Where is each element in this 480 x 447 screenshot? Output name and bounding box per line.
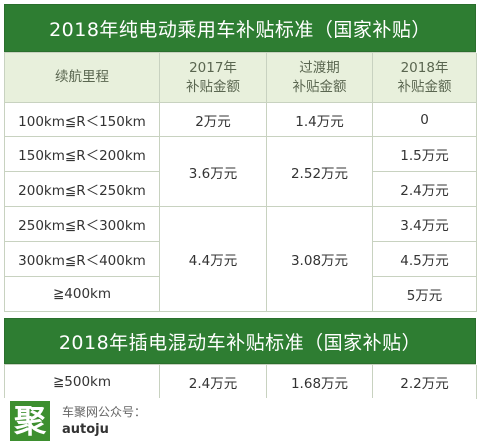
row6-range: ≧400km (5, 277, 160, 312)
row2-range: 150km≦R＜200km (5, 137, 160, 172)
footer-label: 车聚网公众号： (62, 404, 147, 419)
footer-text: 车聚网公众号： autoju (62, 404, 146, 438)
header-2017-line1: 2017年 (189, 59, 237, 76)
row3-2018: 2.4万元 (373, 172, 477, 207)
row2-3-2017: 3.6万元 (160, 137, 267, 207)
header-transition-line1: 过渡期 (299, 59, 340, 76)
phev-subsidy-table: ≧500km 2.4万元 1.68万元 2.2万元 (4, 364, 477, 399)
row4-2018: 3.4万元 (373, 207, 477, 242)
header-transition: 过渡期 补贴金额 (267, 53, 373, 103)
header-2017-line2: 补贴金额 (186, 78, 240, 95)
row3-range: 200km≦R＜250km (5, 172, 160, 207)
footer-watermark: 聚 车聚网公众号： autoju (4, 398, 476, 443)
row1-2017: 2万元 (160, 103, 267, 137)
header-range: 续航里程 (5, 53, 160, 103)
autoju-logo: 聚 (10, 400, 50, 441)
header-2018-line1: 2018年 (400, 59, 449, 76)
row1-transition: 1.4万元 (267, 103, 373, 137)
phev-2018: 2.2万元 (373, 365, 477, 399)
phev-transition: 1.68万元 (267, 365, 373, 399)
row1-2018: 0 (373, 103, 477, 137)
row2-2018: 1.5万元 (373, 137, 477, 172)
footer-handle: autoju (62, 421, 109, 437)
row6-2018: 5万元 (373, 277, 477, 312)
row2-3-transition: 2.52万元 (267, 137, 373, 207)
row5-range: 300km≦R＜400km (5, 242, 160, 277)
row4-6-2017: 4.4万元 (160, 207, 267, 312)
phev-title-banner: 2018年插电混动车补贴标准（国家补贴） (4, 318, 476, 364)
row4-range: 250km≦R＜300km (5, 207, 160, 242)
header-2017: 2017年 补贴金额 (160, 53, 267, 103)
phev-range: ≧500km (5, 365, 160, 399)
header-2018: 2018年 补贴金额 (373, 53, 477, 103)
bev-subsidy-table: 续航里程 2017年 补贴金额 过渡期 补贴金额 2018年 补贴金额 100k… (4, 52, 477, 312)
header-2018-line2: 补贴金额 (397, 78, 452, 95)
bev-title-banner: 2018年纯电动乘用车补贴标准（国家补贴） (4, 4, 476, 52)
header-transition-line2: 补贴金额 (292, 78, 347, 95)
row5-2018: 4.5万元 (373, 242, 477, 277)
row1-range: 100km≦R＜150km (5, 103, 160, 137)
row4-6-transition: 3.08万元 (267, 207, 373, 312)
phev-2017: 2.4万元 (160, 365, 267, 399)
